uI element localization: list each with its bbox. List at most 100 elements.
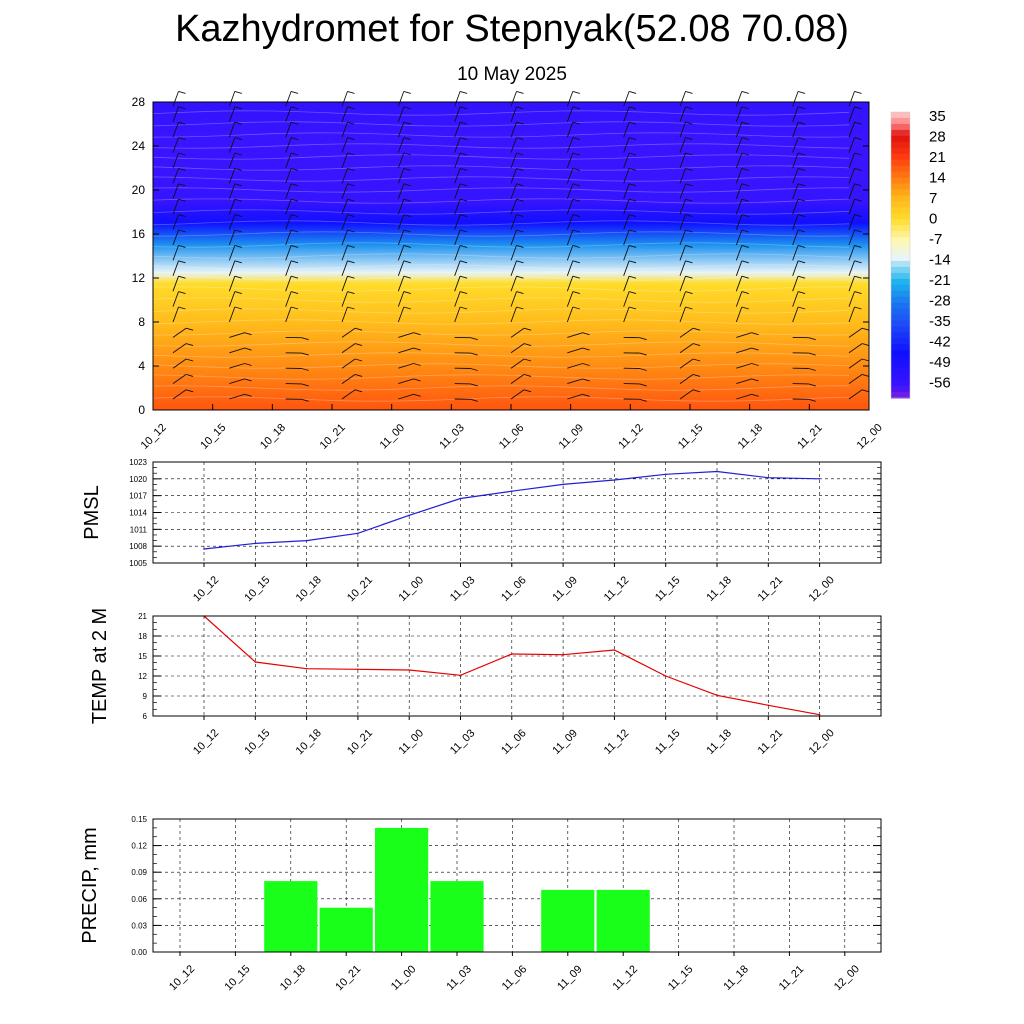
wind-barb [679,244,693,261]
wind-barb [228,306,242,323]
wind-barb [567,393,590,400]
precip-bar [430,881,484,952]
wind-barb [172,152,186,169]
wind-barb [397,275,411,292]
colorbar-swatch [891,344,910,351]
wind-barb [172,198,186,215]
y-tick-label: 1017 [129,492,147,501]
wind-barb [285,106,299,122]
x-tick-label: 10_12 [139,422,169,452]
wind-barb [285,244,299,261]
wind-barb [341,327,363,338]
wind-barb [566,106,580,122]
colorbar-swatch [891,272,910,280]
wind-barb [848,167,862,184]
wind-barb [510,275,524,292]
wind-barb [848,229,862,246]
x-tick-label: 11_00 [397,574,427,604]
x-tick-label: 11_00 [397,727,427,757]
wind-barb [510,137,524,153]
data-point [511,490,513,493]
colorbar-label: -14 [929,252,951,269]
contour-line [152,143,850,149]
x-tick-label: 10_18 [294,727,324,757]
contour-line [152,132,850,138]
wind-barb [623,367,647,371]
wind-barb [510,198,524,215]
colorbar-label: 28 [929,129,946,146]
data-point [767,704,770,707]
data-point [357,668,359,671]
wind-barb [679,214,693,230]
wind-barb [510,183,524,199]
x-tick-label: 12_00 [807,574,837,604]
wind-barb [623,167,637,184]
wind-barb [341,260,355,276]
wind-barb [679,90,693,107]
x-tick-label: 11_09 [550,727,580,757]
colorbar-label: -35 [929,313,951,330]
contour-line [152,297,850,303]
colorbar-label: -56 [929,375,951,392]
colorbar-label: -28 [929,293,951,310]
wind-barb [623,352,647,356]
data-point [254,661,257,663]
temperature-colorbar: 35 28 21 14 7 0 -7 -14 -21 -28 -35 -42 -49 -56 [890,108,951,399]
colorbar-frame [890,111,911,399]
wind-barb [510,306,524,323]
y-tick-label: 0 [138,403,145,417]
wind-barb [848,343,870,354]
data-point [203,615,205,617]
colorbar-swatch [891,290,910,298]
wind-barb [566,260,580,276]
y-tick-label: 6 [143,712,148,721]
colorbar-swatch [891,302,910,310]
wind-barb [228,229,242,246]
x-tick-label: 10_12 [191,574,221,604]
wind-barb [623,121,637,138]
wind-barb [172,121,186,138]
pmsl-panel: 1005 1008 1011 1014 1017 1020 1023 10_12 10_15 10… [81,458,882,604]
wind-barb [341,198,355,215]
chart-date: 10 May 2025 [457,64,567,85]
y-tick-label: 0.06 [131,895,147,904]
wind-barb [679,389,701,400]
wind-barb [735,306,749,323]
y-tick-label: 1011 [130,525,148,534]
wind-barb [848,358,870,369]
wind-barb [172,214,186,230]
wind-barb [679,373,701,384]
wind-barb [510,343,532,354]
y-tick-label: 0.09 [131,868,147,877]
wind-barb [623,137,637,153]
wind-barb [454,260,468,276]
x-tick-label: 11_15 [653,727,683,757]
wind-barb [848,90,862,107]
wind-barb [848,260,862,276]
wind-barb [735,121,749,138]
wind-barb [341,152,355,169]
wind-barb [285,291,299,307]
wind-barb [229,378,252,385]
wind-barb [510,229,524,246]
wind-barb [397,291,411,307]
colorbar-label: 21 [929,149,946,166]
x-tick-label: 11_00 [378,422,408,452]
y-tick-label: 0.15 [131,815,147,824]
data-point [664,675,667,677]
wind-barb [285,121,299,138]
wind-barb [848,152,862,169]
plot-frame [152,818,882,953]
wind-barb [735,152,749,169]
wind-barb [341,214,355,230]
wind-barb [397,244,411,261]
x-tick-label: 11_03 [444,963,474,993]
contour-line [152,198,850,204]
wind-barb [228,275,242,292]
y-tick-label: 1005 [129,559,147,568]
wind-barb [172,327,194,338]
x-tick-label: 11_15 [666,963,696,993]
wind-barb [454,214,468,230]
data-point [408,514,411,517]
wind-barb [172,275,186,292]
